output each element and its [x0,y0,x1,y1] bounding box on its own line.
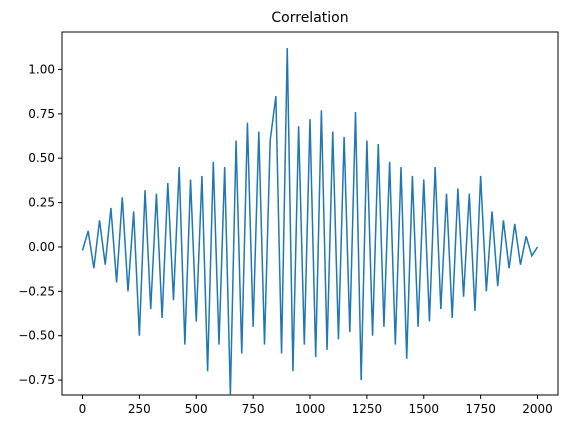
x-tick-label-4: 1000 [295,402,326,416]
plot-area [61,31,559,396]
series-layer [81,48,539,395]
x-tick-label-0: 0 [79,402,87,416]
y-axis: −0.75 −0.50 −0.25 0.00 0.25 0.50 0.75 1.00 [18,62,62,387]
x-tick-label-8: 2000 [522,402,553,416]
x-tick-label-6: 1500 [408,402,439,416]
y-tick-label-6: 0.75 [28,107,55,121]
x-tick-label-3: 750 [242,402,265,416]
x-tick-label-2: 500 [185,402,208,416]
x-tick-label-1: 250 [128,402,151,416]
y-tick-label-1: −0.50 [18,329,55,343]
y-tick-label-5: 0.50 [28,151,55,165]
y-tick-label-7: 1.00 [28,62,55,76]
y-tick-label-4: 0.25 [28,196,55,210]
x-axis: 0 250 500 750 1000 1250 1500 1750 2000 [79,395,553,416]
x-tick-label-7: 1750 [465,402,496,416]
y-tick-label-3: 0.00 [28,240,55,254]
chart-title: Correlation [271,10,348,26]
x-tick-label-5: 1250 [352,402,383,416]
y-tick-label-0: −0.75 [18,373,55,387]
y-tick-label-2: −0.25 [18,284,55,298]
series-line-0 [81,48,539,395]
